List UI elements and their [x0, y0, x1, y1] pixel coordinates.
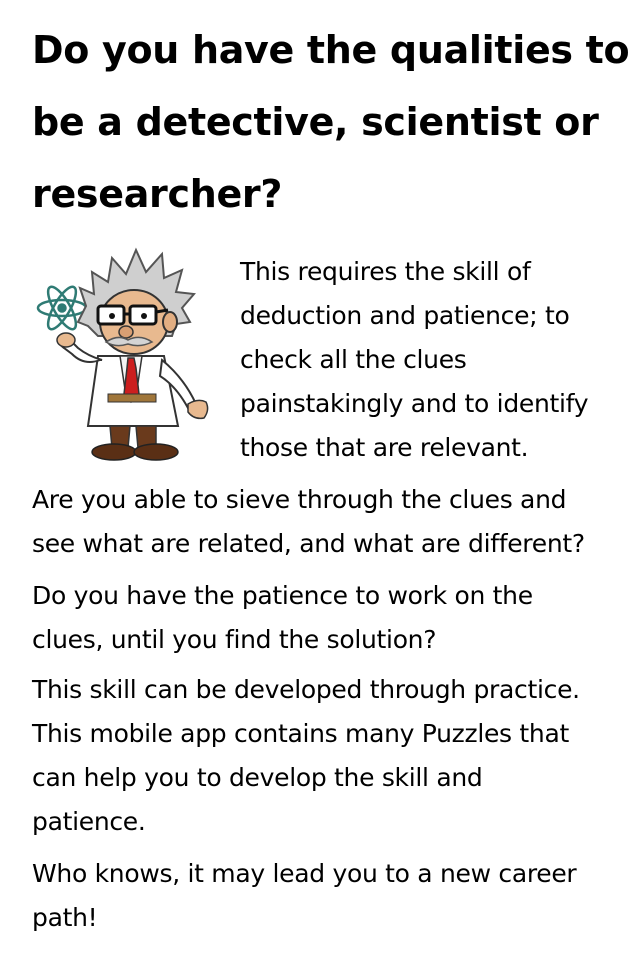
paragraph-career: Who knows, it may lead you to a new care… — [32, 852, 640, 940]
paragraph-line: Who knows, it may lead you to a new care… — [32, 859, 577, 888]
paragraph-line: Are you able to sieve through the clues … — [32, 485, 567, 514]
paragraph-line: This skill can be developed through prac… — [32, 675, 580, 704]
intro-line: those that are relevant. — [240, 433, 529, 462]
page-title: Do you have the qualities to be a detect… — [32, 14, 632, 230]
title-line: be a detective, scientist or — [32, 100, 599, 144]
paragraph-patience: Do you have the patience to work on the … — [32, 574, 640, 662]
intro-line: check all the clues — [240, 345, 467, 374]
paragraph-line: see what are related, and what are diffe… — [32, 529, 585, 558]
paragraph-line: path! — [32, 903, 98, 932]
atom-icon — [36, 285, 88, 331]
paragraph-practice: This skill can be developed through prac… — [32, 668, 640, 844]
paragraph-line: can help you to develop the skill and — [32, 763, 483, 792]
scientist-professor-icon — [36, 247, 209, 461]
paragraph-sieve-clues: Are you able to sieve through the clues … — [32, 478, 640, 566]
paragraph-line: clues, until you find the solution? — [32, 625, 437, 654]
title-line: researcher? — [32, 172, 283, 216]
paragraph-line: This mobile app contains many Puzzles th… — [32, 719, 569, 748]
paragraph-line: Do you have the patience to work on the — [32, 581, 533, 610]
intro-line: deduction and patience; to — [240, 301, 570, 330]
intro-line: This requires the skill of — [240, 257, 531, 286]
paragraph-line: patience. — [32, 807, 146, 836]
intro-line: painstakingly and to identify — [240, 389, 589, 418]
title-line: Do you have the qualities to — [32, 28, 630, 72]
intro-paragraph: This requires the skill of deduction and… — [240, 250, 640, 470]
